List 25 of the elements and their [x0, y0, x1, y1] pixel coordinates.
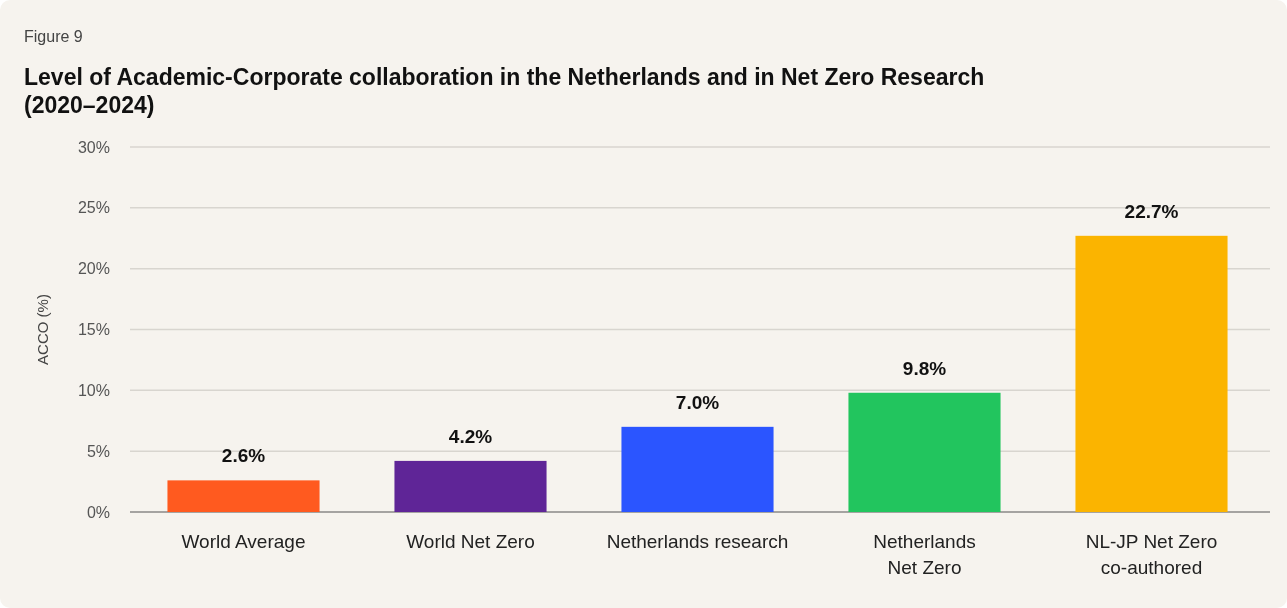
x-tick-label: Netherlands Net Zero	[873, 531, 976, 578]
data-label: 9.8%	[902, 357, 947, 379]
bar	[1075, 235, 1228, 512]
x-tick-label: World Net Zero	[406, 531, 535, 552]
x-tick-label: Netherlands research	[606, 531, 789, 552]
bar	[848, 392, 1001, 512]
y-axis-title: ACCO (%)	[34, 294, 51, 365]
bar	[621, 426, 774, 512]
data-label: 22.7%	[1124, 200, 1179, 222]
y-tick-label: 25%	[77, 199, 110, 217]
y-tick-label: 5%	[86, 442, 110, 460]
data-label: 4.2%	[448, 425, 493, 447]
y-tick-label: 15%	[77, 321, 110, 339]
chart-title: Level of Academic-Corporate collaboration in the Netherlands and in Net Zero Research (2020–2024)	[24, 64, 985, 118]
data-label: 7.0%	[675, 391, 720, 413]
y-tick-label: 10%	[77, 381, 110, 399]
y-tick-label: 30%	[77, 138, 110, 156]
y-tick-label: 20%	[77, 260, 110, 278]
x-tick-label: World Average	[181, 531, 306, 552]
bar	[394, 460, 547, 512]
y-tick-label: 0%	[86, 503, 110, 521]
data-label: 2.6%	[221, 445, 266, 467]
caption: Figure 9	[24, 28, 83, 45]
bar	[167, 480, 320, 512]
x-tick-label: NL-JP Net Zero co-authored	[1085, 531, 1218, 578]
